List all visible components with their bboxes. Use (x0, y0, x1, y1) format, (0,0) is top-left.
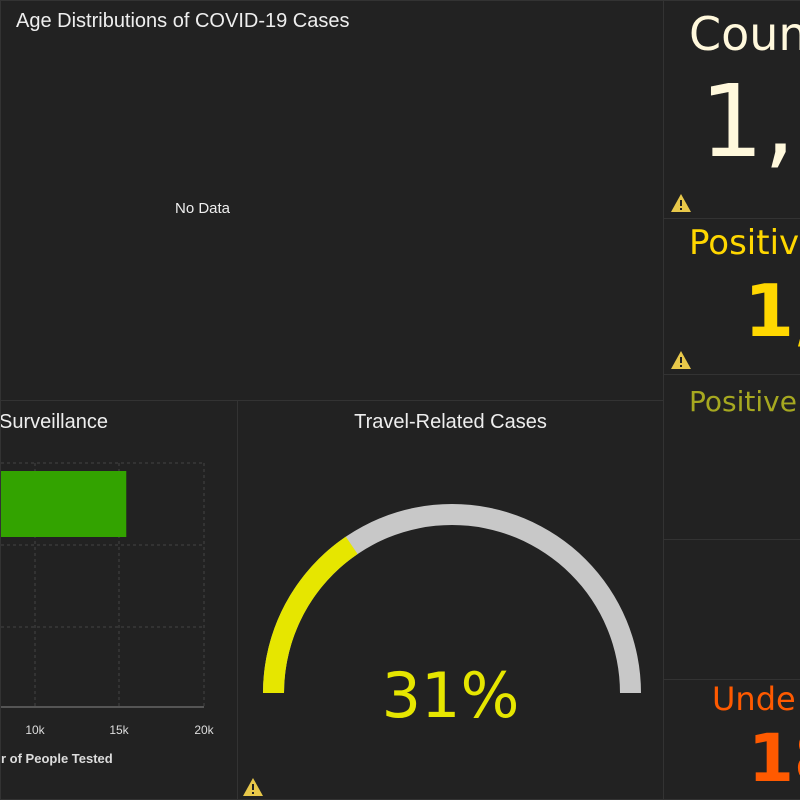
x-tick: 20k (194, 723, 214, 737)
x-tick: 10k (25, 723, 45, 737)
gauge-track (263, 504, 641, 693)
x-tick: 15k (109, 723, 129, 737)
indicator-4 (663, 539, 800, 680)
indicator-5: Unde 18 (663, 679, 800, 800)
no-data-text: No Data (175, 200, 231, 217)
indicator-2: Positiv 1, (663, 218, 800, 375)
warning-icon[interactable] (670, 350, 692, 370)
indicator-value: 1, (744, 269, 800, 353)
panel-title: Surveillance (0, 411, 108, 433)
indicator-value: 1, (700, 63, 796, 180)
surveillance-chart: 10k 15k 20k r of People Tested (1, 462, 215, 766)
gauge (263, 504, 641, 693)
bar (1, 471, 127, 537)
indicator-title: Positiv (689, 223, 800, 263)
indicator-title: Positive (689, 385, 797, 418)
indicator-title: Unde (712, 680, 796, 718)
panel-title: Travel-Related Cases (354, 411, 547, 433)
x-axis-label: r of People Tested (1, 751, 113, 766)
indicator-3: Positive (663, 374, 800, 540)
indicator-value: 18 (748, 720, 800, 797)
warning-icon[interactable] (670, 193, 692, 213)
indicator-title: Coun (689, 7, 800, 61)
age-distribution-panel: Age Distributions of COVID-19 Cases No D… (0, 0, 664, 401)
gauge-fill (263, 536, 358, 693)
gauge-value: 31% (381, 659, 520, 732)
indicator-1: Coun 1, (663, 0, 800, 219)
travel-panel: Travel-Related Cases 31% (237, 400, 664, 800)
warning-icon[interactable] (242, 777, 264, 797)
panel-title: Age Distributions of COVID-19 Cases (16, 10, 350, 32)
surveillance-panel: Surveillance 10k 15k 20k r of People Tes… (0, 400, 238, 800)
